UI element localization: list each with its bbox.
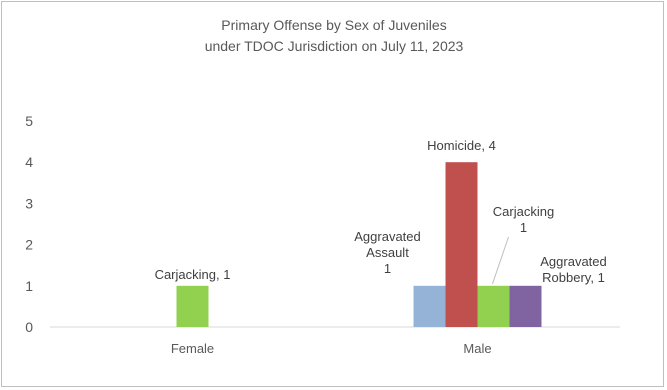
leader-line xyxy=(492,236,509,284)
chart-title-line-2: under TDOC Jurisdiction on July 11, 2023 xyxy=(205,38,464,54)
bar-female-2 xyxy=(176,285,209,327)
y-tick-label: 4 xyxy=(25,154,33,170)
chart-title-line-1: Primary Offense by Sex of Juveniles xyxy=(221,17,446,33)
data-label: Homicide, 4 xyxy=(427,138,496,153)
y-tick-label: 5 xyxy=(25,113,33,129)
data-label: Aggravated xyxy=(354,229,421,244)
y-tick-label: 3 xyxy=(25,195,33,211)
data-label: Robbery, 1 xyxy=(542,270,605,285)
bar-male-3 xyxy=(509,285,542,327)
bar-male-2 xyxy=(477,285,510,327)
x-category-label: Male xyxy=(463,341,491,356)
bar-male-1 xyxy=(445,162,478,327)
data-label: Assault xyxy=(366,245,409,260)
y-tick-label: 0 xyxy=(25,319,33,335)
x-category-label: Female xyxy=(171,341,214,356)
bar-male-0 xyxy=(413,285,446,327)
data-label: Carjacking, 1 xyxy=(155,267,231,282)
data-label: Aggravated xyxy=(540,254,607,269)
y-tick-label: 2 xyxy=(25,237,33,253)
data-label: 1 xyxy=(384,261,391,276)
data-label: Carjacking xyxy=(493,204,554,219)
y-tick-label: 1 xyxy=(25,278,33,294)
data-label: 1 xyxy=(520,220,527,235)
